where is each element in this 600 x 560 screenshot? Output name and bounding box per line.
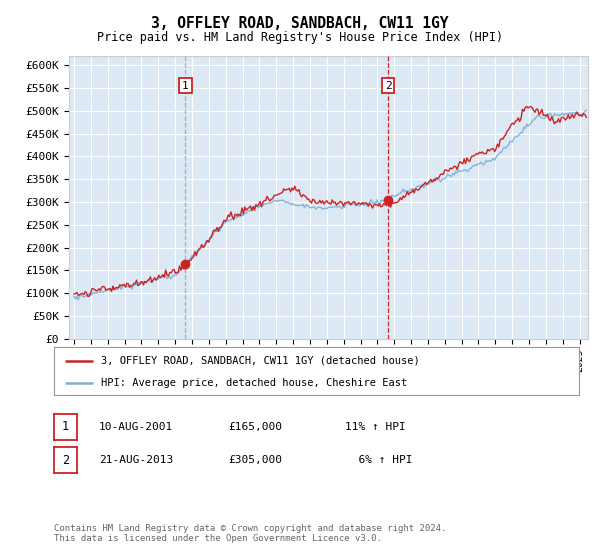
Text: 3, OFFLEY ROAD, SANDBACH, CW11 1GY (detached house): 3, OFFLEY ROAD, SANDBACH, CW11 1GY (deta… [101, 356, 420, 366]
Text: 6% ↑ HPI: 6% ↑ HPI [345, 455, 413, 465]
Text: 2: 2 [385, 81, 392, 91]
Text: Price paid vs. HM Land Registry's House Price Index (HPI): Price paid vs. HM Land Registry's House … [97, 31, 503, 44]
Text: 21-AUG-2013: 21-AUG-2013 [99, 455, 173, 465]
Text: 3, OFFLEY ROAD, SANDBACH, CW11 1GY: 3, OFFLEY ROAD, SANDBACH, CW11 1GY [151, 16, 449, 31]
Text: £305,000: £305,000 [228, 455, 282, 465]
Text: 1: 1 [182, 81, 189, 91]
Text: 10-AUG-2001: 10-AUG-2001 [99, 422, 173, 432]
Text: 11% ↑ HPI: 11% ↑ HPI [345, 422, 406, 432]
Text: HPI: Average price, detached house, Cheshire East: HPI: Average price, detached house, Ches… [101, 378, 407, 388]
Text: 1: 1 [62, 420, 69, 433]
Text: £165,000: £165,000 [228, 422, 282, 432]
Text: 2: 2 [62, 454, 69, 467]
Text: Contains HM Land Registry data © Crown copyright and database right 2024.
This d: Contains HM Land Registry data © Crown c… [54, 524, 446, 543]
